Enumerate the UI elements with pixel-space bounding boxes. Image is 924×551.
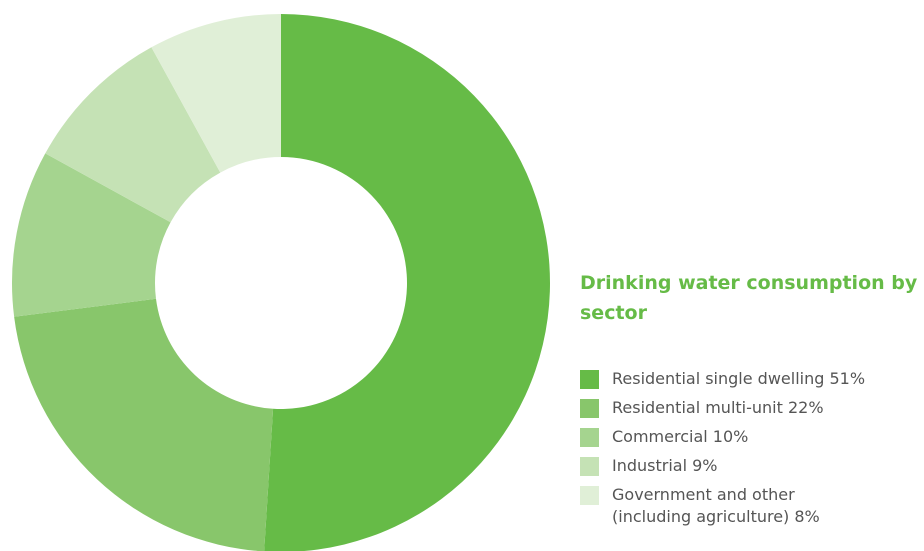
legend-swatch xyxy=(580,428,599,447)
legend-item-residential-single: Residential single dwelling 51% xyxy=(580,368,920,390)
donut-slice-1 xyxy=(14,298,274,551)
chart-title: Drinking water consumption by sector xyxy=(580,272,918,324)
legend-label: Residential multi-unit 22% xyxy=(612,398,824,417)
legend-label: Industrial 9% xyxy=(612,456,718,475)
legend-item-government: Government and other (including agricult… xyxy=(580,484,920,528)
legend-label: Government and other (including agricult… xyxy=(612,485,820,526)
legend-swatch xyxy=(580,370,599,389)
legend: Residential single dwelling 51% Resident… xyxy=(580,368,920,535)
legend-swatch xyxy=(580,399,599,418)
donut-slice-4 xyxy=(151,14,281,173)
legend-label: Residential single dwelling 51% xyxy=(612,369,866,388)
legend-item-residential-multi: Residential multi-unit 22% xyxy=(580,397,920,419)
donut-slice-2 xyxy=(12,153,171,317)
legend-label: Commercial 10% xyxy=(612,427,749,446)
donut-chart xyxy=(12,14,550,551)
legend-swatch xyxy=(580,457,599,476)
legend-swatch xyxy=(580,486,599,505)
donut-slice-3 xyxy=(45,47,221,223)
donut-slice-0 xyxy=(264,14,550,551)
legend-item-industrial: Industrial 9% xyxy=(580,455,920,477)
legend-item-commercial: Commercial 10% xyxy=(580,426,920,448)
